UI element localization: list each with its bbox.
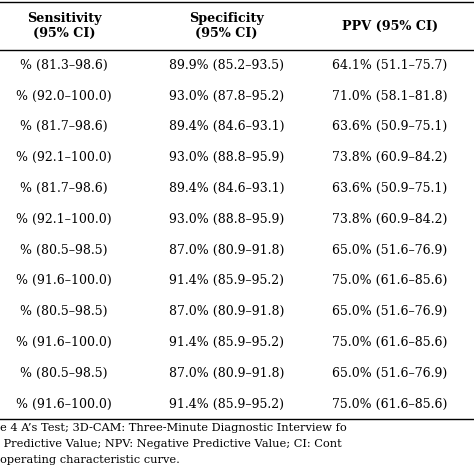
Text: % (92.0–100.0): % (92.0–100.0) (16, 90, 112, 102)
Text: 87.0% (80.9–91.8): 87.0% (80.9–91.8) (169, 305, 284, 318)
Text: 64.1% (51.1–75.7): 64.1% (51.1–75.7) (332, 59, 447, 72)
Text: 87.0% (80.9–91.8): 87.0% (80.9–91.8) (169, 367, 284, 380)
Text: % (91.6–100.0): % (91.6–100.0) (16, 336, 112, 349)
Text: 65.0% (51.6–76.9): 65.0% (51.6–76.9) (332, 244, 447, 256)
Text: 93.0% (87.8–95.2): 93.0% (87.8–95.2) (169, 90, 284, 102)
Text: 65.0% (51.6–76.9): 65.0% (51.6–76.9) (332, 367, 447, 380)
Text: 89.9% (85.2–93.5): 89.9% (85.2–93.5) (169, 59, 284, 72)
Text: 89.4% (84.6–93.1): 89.4% (84.6–93.1) (169, 182, 284, 195)
Text: operating characteristic curve.: operating characteristic curve. (0, 455, 180, 465)
Text: 93.0% (88.8–95.9): 93.0% (88.8–95.9) (169, 151, 284, 164)
Text: % (92.1–100.0): % (92.1–100.0) (16, 151, 112, 164)
Text: 89.4% (84.6–93.1): 89.4% (84.6–93.1) (169, 120, 284, 133)
Text: % (81.7–98.6): % (81.7–98.6) (20, 182, 108, 195)
Text: PPV (95% CI): PPV (95% CI) (342, 19, 438, 33)
Text: 63.6% (50.9–75.1): 63.6% (50.9–75.1) (332, 182, 447, 195)
Text: 75.0% (61.6–85.6): 75.0% (61.6–85.6) (332, 274, 447, 287)
Text: 93.0% (88.8–95.9): 93.0% (88.8–95.9) (169, 213, 284, 226)
Text: e 4 A’s Test; 3D-CAM: Three-Minute Diagnostic Interview fo: e 4 A’s Test; 3D-CAM: Three-Minute Diagn… (0, 423, 347, 433)
Text: % (80.5–98.5): % (80.5–98.5) (20, 367, 108, 380)
Text: 75.0% (61.6–85.6): 75.0% (61.6–85.6) (332, 336, 447, 349)
Text: 91.4% (85.9–95.2): 91.4% (85.9–95.2) (169, 336, 284, 349)
Text: % (91.6–100.0): % (91.6–100.0) (16, 398, 112, 410)
Text: 87.0% (80.9–91.8): 87.0% (80.9–91.8) (169, 244, 284, 256)
Text: Sensitivity
(95% CI): Sensitivity (95% CI) (27, 12, 101, 40)
Text: % (80.5–98.5): % (80.5–98.5) (20, 305, 108, 318)
Text: Specificity
(95% CI): Specificity (95% CI) (189, 12, 264, 40)
Text: 65.0% (51.6–76.9): 65.0% (51.6–76.9) (332, 305, 447, 318)
Text: % (80.5–98.5): % (80.5–98.5) (20, 244, 108, 256)
Text: 91.4% (85.9–95.2): 91.4% (85.9–95.2) (169, 274, 284, 287)
Text: Predictive Value; NPV: Negative Predictive Value; CI: Cont: Predictive Value; NPV: Negative Predicti… (0, 439, 342, 449)
Text: 73.8% (60.9–84.2): 73.8% (60.9–84.2) (332, 151, 447, 164)
Text: % (92.1–100.0): % (92.1–100.0) (16, 213, 112, 226)
Text: 75.0% (61.6–85.6): 75.0% (61.6–85.6) (332, 398, 447, 410)
Text: 73.8% (60.9–84.2): 73.8% (60.9–84.2) (332, 213, 447, 226)
Text: 63.6% (50.9–75.1): 63.6% (50.9–75.1) (332, 120, 447, 133)
Text: 91.4% (85.9–95.2): 91.4% (85.9–95.2) (169, 398, 284, 410)
Text: % (81.7–98.6): % (81.7–98.6) (20, 120, 108, 133)
Text: % (81.3–98.6): % (81.3–98.6) (20, 59, 108, 72)
Text: % (91.6–100.0): % (91.6–100.0) (16, 274, 112, 287)
Text: 71.0% (58.1–81.8): 71.0% (58.1–81.8) (332, 90, 447, 102)
